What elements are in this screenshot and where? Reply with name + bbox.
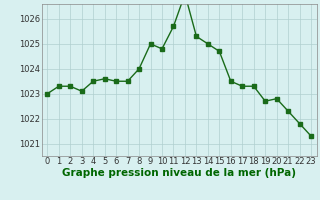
X-axis label: Graphe pression niveau de la mer (hPa): Graphe pression niveau de la mer (hPa) <box>62 168 296 178</box>
